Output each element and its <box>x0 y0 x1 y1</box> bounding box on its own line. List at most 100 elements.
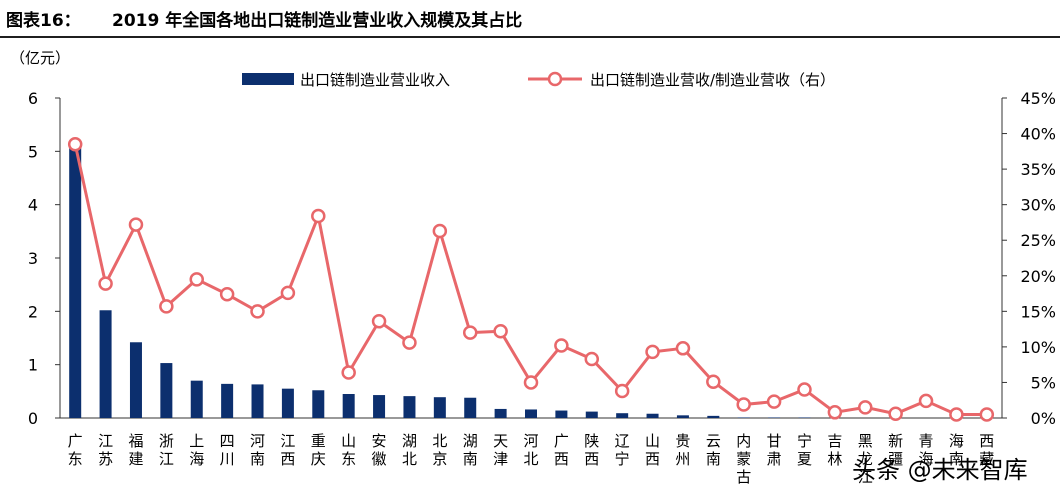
bar <box>433 397 446 418</box>
legend-bar-swatch <box>242 73 294 85</box>
category-label: 北京 <box>432 432 447 468</box>
line-point <box>584 351 600 367</box>
axis-labels: 0 1 2 3 4 5 6 0% 5% 10% 15% 20% 25% 30% 35% 40% 45% （亿元） 广… <box>10 49 1056 486</box>
category-label: 青海 <box>919 432 934 468</box>
category-label: 江西 <box>280 432 295 468</box>
right-tick-label: 45% <box>1020 89 1056 108</box>
right-tick-label: 30% <box>1020 196 1056 215</box>
bar <box>768 417 781 418</box>
line-point <box>858 400 873 415</box>
left-tick-label: 6 <box>28 89 38 108</box>
bar <box>221 383 234 418</box>
line-point <box>250 304 265 319</box>
left-tick-label: 4 <box>28 196 38 215</box>
line-point <box>797 382 812 397</box>
right-tick-label: 10% <box>1020 338 1056 357</box>
bar <box>129 342 142 418</box>
line-point <box>128 217 144 232</box>
bar <box>525 409 537 418</box>
line-point <box>159 299 174 314</box>
bar <box>342 394 355 418</box>
right-tick-label: 5% <box>1031 373 1056 392</box>
line-series <box>67 136 995 422</box>
bar <box>555 410 568 418</box>
category-label: 天津 <box>493 432 508 468</box>
line-point <box>493 323 508 339</box>
category-label: 内蒙古 <box>736 432 751 486</box>
category-label: 甘肃 <box>767 432 782 468</box>
line-point <box>645 344 660 360</box>
right-tick-label: 40% <box>1020 125 1056 144</box>
category-label: 河北 <box>523 432 538 468</box>
category-label: 西藏 <box>979 432 994 468</box>
category-label: 安徽 <box>372 432 387 468</box>
category-label: 福建 <box>128 432 143 468</box>
line-point <box>371 314 387 329</box>
left-tick-label: 3 <box>28 249 38 268</box>
chart-title: 2019 年全国各地出口链制造业营业收入规模及其占比 <box>112 11 523 31</box>
bar <box>190 380 203 418</box>
category-label: 黑龙江 <box>858 432 873 486</box>
line-point <box>888 406 903 421</box>
title-bar: 图表16： 2019 年全国各地出口链制造业营业收入规模及其占比 <box>0 0 1060 34</box>
line-point <box>280 285 296 301</box>
bar <box>281 388 294 418</box>
bar <box>585 411 598 418</box>
category-label: 广西 <box>554 432 569 468</box>
line-point <box>219 287 235 302</box>
category-label: 山西 <box>645 432 660 468</box>
bar <box>707 415 720 418</box>
category-label: 贵州 <box>675 432 690 468</box>
bar <box>251 384 264 418</box>
category-label: 宁夏 <box>797 432 812 468</box>
right-tick-label: 0% <box>1031 409 1056 428</box>
bar <box>798 417 811 418</box>
right-tick-label: 15% <box>1020 302 1056 321</box>
category-label: 上海 <box>189 432 204 468</box>
bar <box>676 415 689 418</box>
right-tick-label: 20% <box>1020 267 1056 286</box>
left-tick-label: 1 <box>28 356 38 375</box>
category-label: 江苏 <box>98 432 113 468</box>
line-point <box>706 374 721 389</box>
bar <box>99 310 112 418</box>
line-point <box>918 393 934 409</box>
watermark: 头条 @未来智库 <box>852 456 1028 484</box>
right-tick-label: 35% <box>1020 160 1056 179</box>
category-label: 辽宁 <box>615 432 630 468</box>
bar <box>616 413 629 418</box>
bar <box>646 413 659 418</box>
line-point <box>402 335 417 350</box>
line-point <box>462 325 478 340</box>
category-label: 云南 <box>706 432 721 468</box>
legend-line-label: 出口链制造业营收/制造业营收（右） <box>590 71 835 89</box>
line-point <box>432 223 448 239</box>
left-tick-label: 0 <box>28 409 38 428</box>
category-label: 山东 <box>341 432 356 468</box>
line-point <box>949 407 964 422</box>
title-divider <box>0 36 1060 38</box>
line-point <box>67 136 83 152</box>
line-path <box>73 143 987 416</box>
category-label: 浙江 <box>159 432 174 468</box>
category-label: 海南 <box>949 432 964 468</box>
left-tick-label: 5 <box>28 142 38 161</box>
axes <box>55 97 1007 419</box>
line-point <box>614 383 630 399</box>
line-point <box>341 365 356 380</box>
line-point <box>98 276 113 291</box>
bar <box>494 408 507 418</box>
category-label: 四川 <box>220 432 235 468</box>
bar <box>160 363 173 418</box>
line-point <box>766 394 782 409</box>
legend: 出口链制造业营业收入 出口链制造业营收/制造业营收（右） <box>242 71 835 89</box>
bar-series <box>69 143 811 419</box>
category-label: 重庆 <box>311 432 326 468</box>
category-label: 吉林 <box>827 432 842 468</box>
legend-bar-label: 出口链制造业营业收入 <box>300 71 450 89</box>
category-label: 湖北 <box>402 432 417 468</box>
category-label: 湖南 <box>463 432 478 468</box>
line-point <box>827 405 843 420</box>
bar <box>403 396 416 418</box>
